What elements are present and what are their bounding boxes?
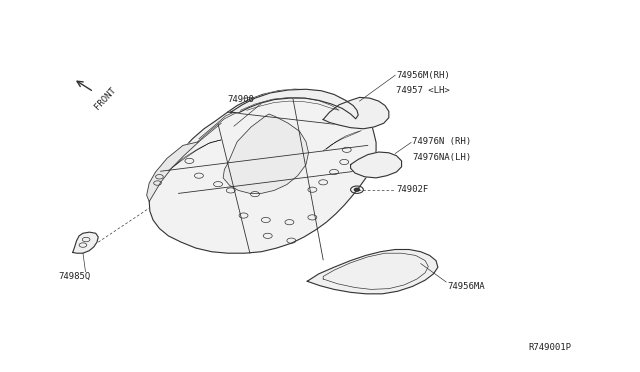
Text: 74976N (RH): 74976N (RH) [412, 137, 472, 146]
Polygon shape [73, 232, 99, 253]
Polygon shape [231, 89, 358, 119]
Polygon shape [147, 142, 199, 202]
Text: 74902F: 74902F [396, 185, 429, 194]
Text: 74900: 74900 [228, 95, 255, 104]
Polygon shape [149, 89, 376, 253]
Text: R749001P: R749001P [529, 343, 572, 352]
Text: 74957 <LH>: 74957 <LH> [396, 86, 450, 95]
Text: 74985Q: 74985Q [59, 272, 91, 281]
Circle shape [355, 188, 360, 191]
Polygon shape [323, 97, 389, 129]
Polygon shape [351, 152, 401, 178]
Polygon shape [223, 114, 308, 193]
Text: 74976NA(LH): 74976NA(LH) [412, 153, 472, 162]
Polygon shape [307, 250, 438, 294]
Text: 74956MA: 74956MA [447, 282, 485, 291]
Text: 74956M(RH): 74956M(RH) [396, 71, 450, 80]
Text: FRONT: FRONT [92, 86, 117, 112]
